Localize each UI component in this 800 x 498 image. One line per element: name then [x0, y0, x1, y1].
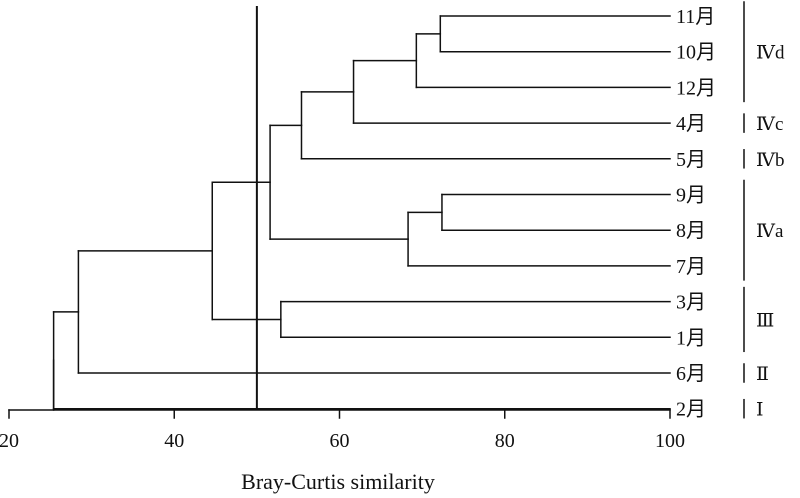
leaf-label: 2月	[676, 399, 706, 421]
dendrogram-links	[52, 15, 671, 411]
leaf-labels: 11月 10月 12月 4月 5月 9月 8月 7月 3月 1月 6月 2月	[676, 6, 716, 421]
group-label: Ⅳc	[756, 114, 783, 135]
x-tick-label: 80	[495, 430, 515, 452]
leaf-label: 4月	[676, 113, 706, 135]
leaf-label: 3月	[676, 292, 706, 314]
group-label: Ⅲ	[756, 310, 774, 331]
leaf-label: 11月	[676, 6, 715, 28]
x-tick-label: 60	[330, 430, 350, 452]
x-axis-title: Bray-Curtis similarity	[241, 469, 435, 494]
x-tick-label: 100	[655, 430, 685, 452]
group-label: Ⅳd	[756, 43, 785, 64]
x-axis: 20 40 60 80 100	[0, 409, 685, 452]
group-brackets: Ⅳd Ⅳc Ⅳb Ⅳa Ⅲ Ⅱ Ⅰ	[743, 1, 785, 421]
leaf-label: 7月	[676, 256, 706, 278]
group-label: Ⅳa	[756, 221, 784, 242]
x-tick-label: 20	[0, 430, 19, 452]
leaf-label: 8月	[676, 220, 706, 242]
leaf-label: 5月	[676, 149, 706, 171]
leaf-label: 10月	[676, 42, 716, 64]
leaf-label: 12月	[676, 77, 716, 99]
x-tick-label: 40	[164, 430, 184, 452]
group-label: Ⅱ	[756, 364, 769, 385]
group-label: Ⅳb	[756, 150, 784, 171]
leaf-label: 6月	[676, 363, 706, 385]
leaf-label: 1月	[676, 327, 706, 349]
leaf-label: 9月	[676, 185, 706, 207]
group-label: Ⅰ	[756, 400, 764, 421]
